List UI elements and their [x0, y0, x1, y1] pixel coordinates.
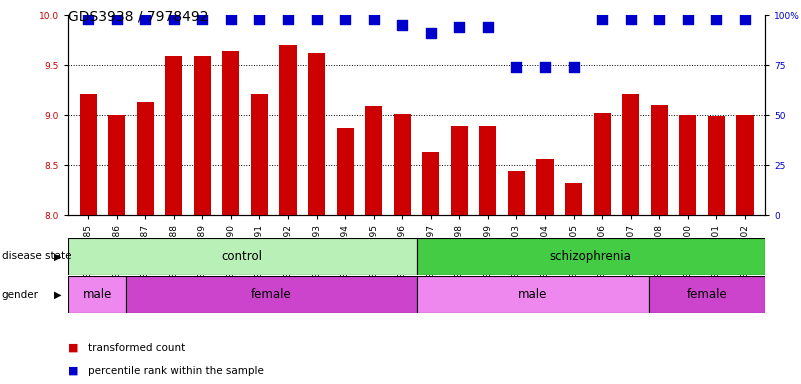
Point — [567, 64, 580, 70]
Bar — [422, 152, 440, 215]
Point — [481, 24, 494, 30]
Bar — [594, 113, 610, 215]
Point — [396, 22, 409, 28]
Bar — [251, 94, 268, 215]
Point — [139, 16, 151, 22]
Point — [368, 16, 380, 22]
Point — [111, 16, 123, 22]
Point — [453, 24, 465, 30]
Bar — [565, 183, 582, 215]
Bar — [736, 115, 754, 215]
Bar — [451, 126, 468, 215]
Bar — [108, 115, 125, 215]
Text: ▶: ▶ — [54, 290, 62, 300]
Bar — [479, 126, 497, 215]
Bar — [127, 276, 417, 313]
Point — [653, 16, 666, 22]
Text: ■: ■ — [68, 343, 78, 353]
Bar — [650, 105, 668, 215]
Point — [339, 16, 352, 22]
Text: ■: ■ — [68, 366, 78, 376]
Text: male: male — [518, 288, 547, 301]
Point — [510, 64, 523, 70]
Point — [710, 16, 723, 22]
Bar — [68, 276, 127, 313]
Text: ▶: ▶ — [54, 251, 62, 262]
Text: transformed count: transformed count — [88, 343, 185, 353]
Bar — [508, 171, 525, 215]
Bar — [679, 115, 696, 215]
Text: female: female — [251, 288, 292, 301]
Bar — [68, 238, 417, 275]
Text: percentile rank within the sample: percentile rank within the sample — [88, 366, 264, 376]
Text: schizophrenia: schizophrenia — [549, 250, 632, 263]
Point — [425, 30, 437, 36]
Bar — [393, 114, 411, 215]
Point — [253, 16, 266, 22]
Bar — [223, 51, 239, 215]
Point — [682, 16, 694, 22]
Bar — [308, 53, 325, 215]
Bar — [194, 56, 211, 215]
Bar — [537, 159, 553, 215]
Point — [538, 64, 551, 70]
Bar — [649, 276, 765, 313]
Point — [624, 16, 637, 22]
Bar — [708, 116, 725, 215]
Bar — [137, 102, 154, 215]
Point — [196, 16, 209, 22]
Point — [224, 16, 237, 22]
Bar — [79, 94, 97, 215]
Point — [310, 16, 323, 22]
Text: female: female — [686, 288, 727, 301]
Bar — [417, 276, 649, 313]
Bar — [365, 106, 382, 215]
Text: GDS3938 / 7978492: GDS3938 / 7978492 — [68, 10, 208, 23]
Point — [167, 16, 180, 22]
Text: gender: gender — [2, 290, 38, 300]
Point — [82, 16, 95, 22]
Point — [596, 16, 609, 22]
Bar — [336, 128, 354, 215]
Bar — [165, 56, 183, 215]
Text: male: male — [83, 288, 112, 301]
Point — [739, 16, 751, 22]
Bar — [280, 45, 296, 215]
Bar — [417, 238, 765, 275]
Bar — [622, 94, 639, 215]
Point — [282, 16, 295, 22]
Text: control: control — [222, 250, 263, 263]
Text: disease state: disease state — [2, 251, 71, 262]
